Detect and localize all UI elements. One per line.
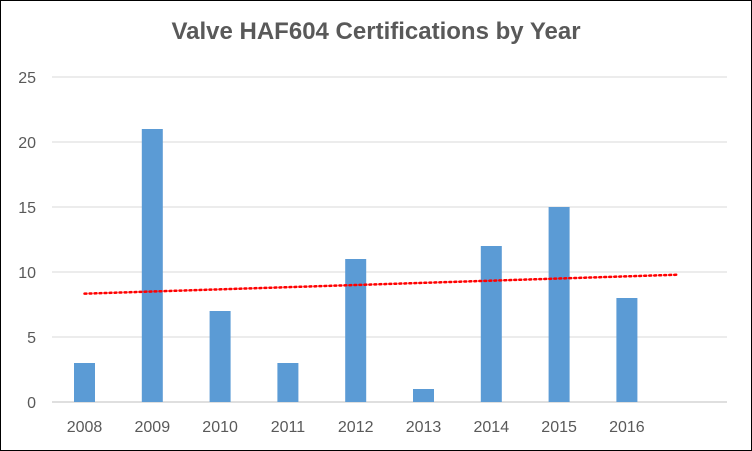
y-tick-label: 5 [27,330,36,347]
chart-title: Valve HAF604 Certifications by Year [171,18,581,45]
y-tick-label: 25 [18,70,36,87]
y-tick-label: 10 [18,265,36,282]
x-tick-label: 2010 [202,419,238,436]
bar-2011 [277,363,299,402]
bar-series [74,129,638,402]
x-tick-label: 2011 [271,419,306,436]
trendline-group [83,273,679,295]
gridlines [52,76,727,403]
y-tick-label: 15 [18,200,36,217]
y-tick-label: 20 [18,135,36,152]
y-axis-ticks: 0 5 10 15 20 25 [18,70,36,412]
x-tick-label: 2016 [609,419,645,436]
bar-2008 [74,363,95,402]
bar-2009 [141,129,163,402]
x-tick-label: 2014 [474,419,510,436]
trendline [83,273,679,295]
bar-2012 [345,259,367,402]
bar-2013 [413,389,434,402]
x-tick-label: 2008 [67,419,103,436]
bar-2010 [209,311,231,402]
x-tick-label: 2015 [541,419,577,436]
bar-2015 [548,207,570,402]
y-tick-label: 0 [27,395,36,412]
x-tick-label: 2009 [135,419,171,436]
x-tick-label: 2013 [406,419,442,436]
x-tick-label: 2012 [338,419,374,436]
x-axis-ticks: 2008 2009 2010 2011 2012 2013 2014 2015 2016 [67,419,645,436]
bar-2016 [616,298,638,402]
bar-2014 [480,246,502,402]
